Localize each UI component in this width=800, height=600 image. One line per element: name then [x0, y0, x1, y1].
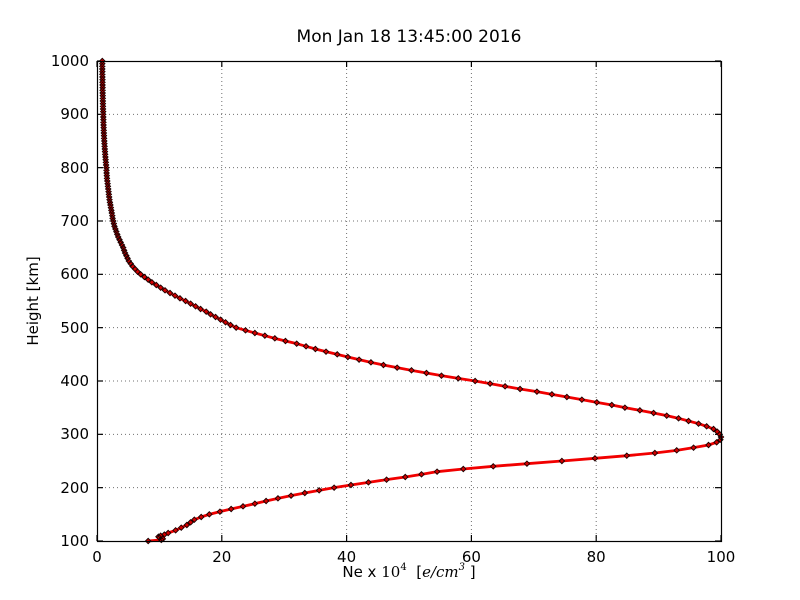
y-tick-label: 100: [60, 532, 89, 550]
y-tick-label: 600: [60, 265, 89, 284]
x-axis-title-units: e/cm: [422, 563, 459, 581]
x-axis-title-close-bracket: ]: [465, 563, 476, 581]
x-tick-label: 0: [92, 548, 102, 566]
x-axis-title-units-exponent: 3: [458, 562, 466, 573]
x-axis-title: Ne x 104 [e/cm3 ]: [97, 562, 721, 582]
y-tick-label: 200: [60, 478, 89, 497]
y-tick-label: 500: [60, 318, 89, 337]
ne-profile-markers: [98, 57, 725, 545]
y-tick-label: 800: [60, 158, 89, 177]
x-axis-title-base: 10: [381, 563, 401, 581]
x-tick-label: 80: [586, 548, 606, 566]
x-tick-label: 20: [212, 548, 232, 566]
y-tick-label: 700: [60, 212, 89, 230]
x-axis-title-open-bracket: [: [406, 563, 423, 581]
axes-spines: [96, 60, 723, 543]
x-axis-title-exponent: 4: [400, 562, 407, 573]
chart-title: Mon Jan 18 13:45:00 2016: [296, 27, 522, 47]
x-tick-label: 100: [706, 548, 736, 566]
y-tick-label: 300: [60, 425, 89, 444]
x-tick-label: 40: [337, 548, 357, 566]
x-axis-title-prefix: Ne x: [342, 563, 382, 581]
ne-profile-line: [100, 59, 723, 543]
y-tick-label: 400: [60, 372, 89, 390]
y-tick-label: 900: [60, 105, 89, 124]
x-tick-label: 60: [461, 548, 481, 566]
y-tick-label: 1000: [50, 52, 89, 70]
